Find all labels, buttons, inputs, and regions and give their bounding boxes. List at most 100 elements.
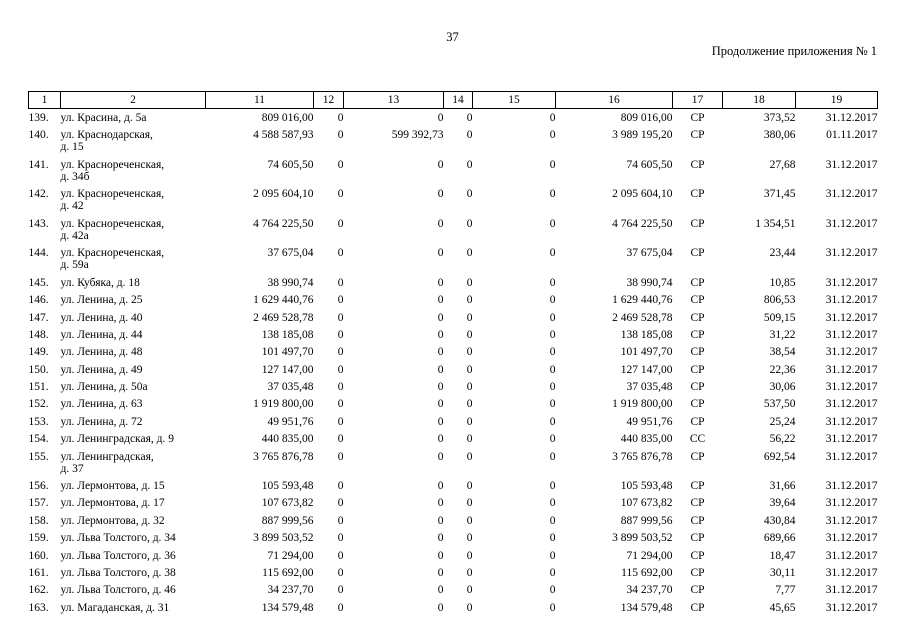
col-13-value: 0 [437, 111, 444, 124]
col-17-code: СР [690, 398, 705, 411]
table-row: 148. ул. Ленина, д. 44 138 185,08 0 0 0 0 138 1… [29, 326, 878, 343]
col-13-value: 0 [437, 363, 444, 376]
col-17-code: СР [690, 158, 705, 171]
column-header: 17 [672, 91, 723, 109]
col-14-value: 0 [466, 217, 473, 230]
col-13-value: 0 [437, 247, 444, 260]
col-16-value: 809 016,00 [620, 111, 673, 124]
col-15-value: 0 [549, 158, 556, 171]
table-row: 151. ул. Ленина, д. 50а 37 035,48 0 0 0 0 37 03… [29, 378, 878, 395]
col-18-value: 31,66 [769, 480, 796, 493]
col-17-code: СР [690, 532, 705, 545]
table-row: 152. ул. Ленина, д. 63 1 919 800,00 0 0 0 0 1 9… [29, 396, 878, 413]
col-19-date: 31.12.2017 [825, 381, 878, 394]
col-11-value: 1 919 800,00 [253, 398, 314, 411]
col-15-value: 0 [549, 532, 556, 545]
table-row: 157. ул. Лермонтова, д. 17 107 673,82 0 0 0 0 1… [29, 495, 878, 512]
col-19-date: 31.12.2017 [825, 566, 878, 579]
col-13-value: 0 [437, 601, 444, 614]
table-row: 161. ул. Льва Толстого, д. 38 115 692,00 0 0… [29, 564, 878, 581]
col-11-value: 107 673,82 [261, 497, 314, 510]
table-row: 144. ул. Краснореченская, д. 59а 37 675,04… [29, 245, 878, 275]
table-row: 141. ул. Краснореченская, д. 34б 74 605,50… [29, 156, 878, 186]
col-17-code: СР [690, 363, 705, 376]
row-number: 153. [28, 415, 49, 428]
col-18-value: 537,50 [763, 398, 796, 411]
table-row: 162. ул. Льва Толстого, д. 46 34 237,70 0 0 0… [29, 582, 878, 599]
col-16-value: 3 989 195,20 [612, 128, 673, 141]
col-15-value: 0 [549, 188, 556, 201]
column-header: 18 [722, 91, 796, 109]
col-17-code: СР [690, 328, 705, 341]
table-row: 154. ул. Ленинградская, д. 9 440 835,00 0 0 0… [29, 431, 878, 448]
col-13-value: 0 [437, 415, 444, 428]
col-11-value: 4 588 587,93 [253, 128, 314, 141]
col-13-value: 0 [437, 328, 444, 341]
col-15-value: 0 [549, 346, 556, 359]
row-number: 140. [28, 128, 49, 141]
column-header: 2 [60, 91, 206, 109]
col-11-value: 3 765 876,78 [253, 450, 314, 463]
col-11-value: 74 605,50 [267, 158, 314, 171]
col-18-value: 45,65 [769, 601, 796, 614]
col-14-value: 0 [466, 433, 473, 446]
col-18-value: 806,53 [763, 294, 796, 307]
col-11-value: 134 579,48 [261, 601, 314, 614]
table-row: 142. ул. Краснореченская, д. 42 2 095 604,… [29, 186, 878, 216]
col-16-value: 74 605,50 [626, 158, 673, 171]
col-17-code: СР [690, 566, 705, 579]
col-15-value: 0 [549, 311, 556, 324]
address: ул. Лермонтова, д. 32 [60, 514, 165, 527]
row-number: 150. [28, 363, 49, 376]
col-15-value: 0 [549, 549, 556, 562]
col-19-date: 31.12.2017 [825, 294, 878, 307]
col-12-value: 0 [337, 188, 344, 201]
col-12-value: 0 [337, 363, 344, 376]
col-17-code: СР [690, 514, 705, 527]
table-row: 146. ул. Ленина, д. 25 1 629 440,76 0 0 0 0 1 6… [29, 292, 878, 309]
col-11-value: 38 990,74 [267, 276, 314, 289]
col-16-value: 107 673,82 [620, 497, 673, 510]
col-19-date: 31.12.2017 [825, 433, 878, 446]
col-13-value: 0 [437, 549, 444, 562]
col-16-value: 3 765 876,78 [612, 450, 673, 463]
col-12-value: 0 [337, 398, 344, 411]
col-15-value: 0 [549, 601, 556, 614]
col-11-value: 49 951,76 [267, 415, 314, 428]
appendix-table: 1 2 11 12 13 14 15 16 17 18 19 139. ул. Красина, д.… [28, 91, 878, 617]
col-14-value: 0 [466, 532, 473, 545]
column-header: 11 [205, 91, 314, 109]
col-17-code: СР [690, 111, 705, 124]
col-16-value: 37 035,48 [626, 381, 673, 394]
col-17-code: СР [690, 346, 705, 359]
col-16-value: 1 919 800,00 [612, 398, 673, 411]
col-13-value: 0 [437, 532, 444, 545]
row-number: 147. [28, 311, 49, 324]
col-15-value: 0 [549, 381, 556, 394]
col-14-value: 0 [466, 497, 473, 510]
col-18-value: 692,54 [763, 450, 796, 463]
col-11-value: 71 294,00 [267, 549, 314, 562]
col-19-date: 31.12.2017 [825, 549, 878, 562]
col-12-value: 0 [337, 346, 344, 359]
address: ул. Кубяка, д. 18 [60, 276, 140, 289]
table-row: 156. ул. Лермонтова, д. 15 105 593,48 0 0 0 0 1… [29, 478, 878, 495]
row-number: 157. [28, 497, 49, 510]
col-14-value: 0 [466, 584, 473, 597]
table-row: 140. ул. Краснодарская, д. 15 4 588 587,93… [29, 126, 878, 156]
col-11-value: 2 469 528,78 [253, 311, 314, 324]
table-row: 145. ул. Кубяка, д. 18 38 990,74 0 0 0 0 38 990… [29, 274, 878, 291]
row-number: 141. [28, 158, 49, 171]
col-11-value: 887 999,56 [261, 514, 314, 527]
address: ул. Ленина, д. 48 [60, 346, 143, 359]
row-number: 145. [28, 276, 49, 289]
col-15-value: 0 [549, 497, 556, 510]
col-19-date: 31.12.2017 [825, 532, 878, 545]
col-14-value: 0 [466, 311, 473, 324]
col-18-value: 1 354,51 [755, 217, 796, 230]
col-17-code: СР [690, 415, 705, 428]
col-19-date: 31.12.2017 [825, 514, 878, 527]
col-14-value: 0 [466, 415, 473, 428]
row-number: 151. [28, 381, 49, 394]
col-14-value: 0 [466, 514, 473, 527]
